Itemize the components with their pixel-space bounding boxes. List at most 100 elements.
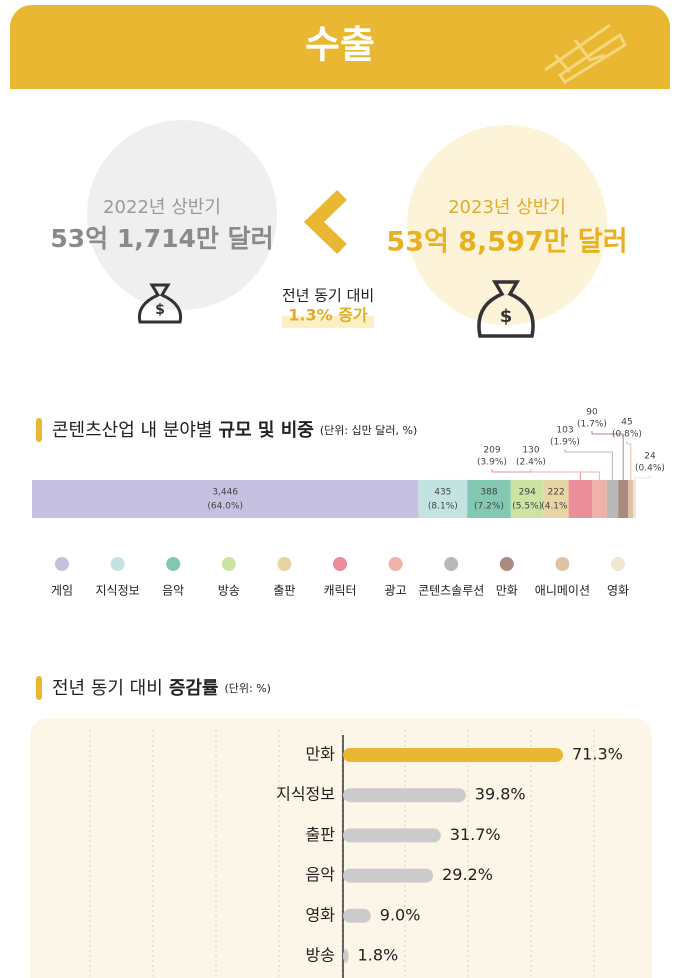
bar [343, 868, 434, 883]
svg-text:$: $ [500, 306, 513, 327]
bar-segment [32, 480, 419, 518]
panel-grid [89, 730, 595, 978]
leader-line [491, 469, 581, 480]
legend-label: 콘텐츠솔루션 [418, 584, 484, 598]
share-label: (8.1%) [428, 502, 458, 512]
legend-swatch [333, 557, 347, 571]
bar [343, 788, 466, 803]
category-label: 음악 [306, 865, 336, 884]
leader-line [564, 449, 613, 480]
legend-label: 지식정보 [96, 584, 140, 598]
bar-segment [467, 480, 511, 518]
share-label: (0.4%) [635, 464, 665, 474]
share-label: (1.7%) [577, 420, 607, 430]
section-marker [36, 418, 42, 442]
change-highlight [282, 316, 374, 328]
legend-label: 캐릭터 [323, 584, 356, 598]
share-label: (0.8%) [612, 430, 642, 440]
svg-text:$: $ [155, 302, 165, 318]
bar [343, 828, 441, 843]
legend-swatch [499, 557, 514, 571]
value-label: 45 [621, 418, 632, 428]
share-label: (1.9%) [550, 438, 580, 448]
category-label: 영화 [306, 905, 336, 924]
chart-title: 전년 동기 대비 증감률 (단위: %) [52, 678, 271, 699]
value-label: 9.0% [380, 905, 421, 924]
bar-segment [418, 480, 468, 518]
bar [343, 908, 371, 923]
leader-line [591, 431, 624, 480]
value-label: 388 [480, 488, 497, 498]
chart-title: 콘텐츠산업 내 분야별 규모 및 비중 (단위: 십만 달러, %) [52, 420, 417, 441]
header-title: 수출 [305, 23, 375, 67]
leader-line [626, 441, 632, 480]
bar-segment [543, 480, 569, 518]
category-label: 방송 [306, 946, 335, 965]
legend-swatch [555, 557, 570, 571]
money-bag-curr: $ [477, 280, 535, 338]
category-label: 지식정보 [276, 785, 335, 804]
legend-label: 애니메이션 [535, 584, 590, 598]
legend-swatch [166, 557, 181, 571]
curr-amount: 53억 8,597만 달러 [386, 227, 627, 258]
legend-label: 음악 [162, 584, 184, 598]
value-label: 3,446 [212, 488, 238, 498]
value-label: 39.8% [475, 785, 526, 804]
prev-circle [87, 120, 277, 310]
change-value: 1.3% 증가 [288, 306, 368, 325]
value-label: 24 [644, 452, 656, 462]
bar-segment [592, 480, 607, 518]
legend-label: 방송 [218, 584, 240, 598]
bar-segment [618, 480, 629, 518]
legend-label: 영화 [607, 584, 629, 598]
compare-chevron [303, 189, 347, 255]
value-label: 31.7% [450, 825, 501, 844]
value-label: 209 [483, 446, 500, 456]
value-label: 435 [434, 488, 451, 498]
legend-label: 출판 [273, 584, 295, 598]
share-label: (3.9%) [477, 458, 507, 468]
section-marker [36, 676, 42, 700]
value-label: 1.8% [358, 946, 399, 965]
legend-swatch [611, 557, 625, 571]
legend-swatch [110, 557, 125, 571]
share-label: (4.1%) [541, 502, 571, 512]
legend-swatch [277, 557, 292, 571]
share-label: (7.2%) [474, 502, 504, 512]
legend-swatch [221, 557, 236, 571]
money-bag-prev: $ [137, 283, 183, 324]
bar-segment [510, 480, 544, 518]
category-label: 출판 [306, 825, 336, 844]
value-label: 130 [522, 446, 539, 456]
value-label: 71.3% [572, 745, 623, 764]
share-label: (64.0%) [207, 502, 243, 512]
leader-line [530, 469, 600, 480]
share-label: (2.4%) [516, 458, 546, 468]
bar [343, 949, 349, 963]
value-label: 294 [519, 488, 536, 498]
bar [343, 748, 563, 762]
leader-line [634, 475, 651, 480]
legend-swatch [55, 557, 69, 571]
prev-period: 2022년 상반기 [103, 197, 221, 218]
bar-segment [606, 480, 619, 518]
change-label: 전년 동기 대비 [282, 287, 374, 305]
chart-panel [30, 718, 652, 978]
bar-segment [628, 480, 634, 518]
curr-circle [407, 125, 607, 325]
bar-segment [633, 480, 636, 518]
value-label: 29.2% [442, 865, 493, 884]
legend-label: 광고 [385, 584, 407, 598]
prev-amount: 53억 1,714만 달러 [50, 224, 273, 253]
legend-label: 만화 [496, 584, 518, 598]
value-label: 222 [548, 488, 565, 498]
bar-segment [568, 480, 593, 518]
plane-icon [544, 23, 627, 85]
legend-swatch [444, 557, 459, 571]
value-label: 103 [556, 426, 573, 436]
curr-period: 2023년 상반기 [448, 197, 566, 218]
value-label: 90 [586, 408, 598, 418]
legend-swatch [388, 557, 403, 571]
